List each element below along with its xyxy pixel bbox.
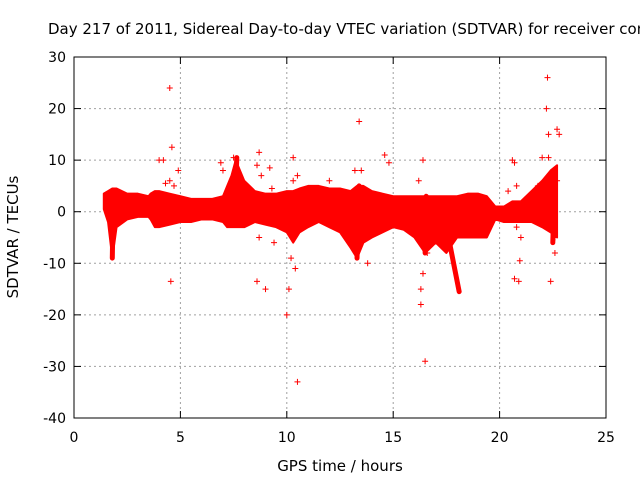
chart-title: Day 217 of 2011, Sidereal Day-to-day VTE… [48, 20, 640, 38]
data-point-marker [268, 185, 275, 192]
data-point-marker [419, 270, 426, 277]
y-tick-label: 30 [48, 50, 66, 66]
data-point-marker [271, 239, 278, 246]
y-tick-label: -40 [43, 411, 66, 427]
data-point-marker [167, 278, 174, 285]
data-point-marker [254, 162, 261, 169]
y-axis-label: SDTVAR / TECUs [4, 175, 22, 298]
data-point-marker [543, 105, 550, 112]
x-tick-label: 25 [597, 430, 615, 446]
data-streak [550, 167, 558, 246]
data-streak [422, 193, 429, 256]
data-point-marker [290, 231, 297, 238]
data-point-marker [230, 154, 237, 161]
data-point-marker [175, 167, 182, 174]
data-point-marker [539, 154, 546, 161]
x-tick-label: 0 [70, 430, 79, 446]
x-tick-label: 5 [176, 430, 185, 446]
data-point-marker [292, 265, 299, 272]
data-point-marker [290, 154, 297, 161]
data-point-marker [522, 198, 529, 205]
data-point-marker [285, 286, 292, 293]
data-point-marker [256, 234, 263, 241]
axis-ticks [73, 56, 607, 419]
plot-frame [73, 56, 607, 419]
x-axis-label: GPS time / hours [277, 457, 403, 475]
data-point-marker [488, 208, 495, 215]
data-streak [109, 188, 116, 261]
data-point-marker [551, 249, 558, 256]
y-tick-label: 10 [48, 153, 66, 169]
data-point-marker [160, 157, 167, 164]
y-tick-label: -30 [43, 359, 66, 375]
data-point-marker [515, 278, 522, 285]
y-tick-label: -10 [43, 256, 66, 272]
data-point-marker [545, 131, 552, 138]
data-point-marker [517, 234, 524, 241]
data-point-marker [544, 74, 551, 81]
data-point-marker [505, 188, 512, 195]
data-band [102, 155, 559, 295]
data-point-marker [511, 275, 518, 282]
x-tick-labels: 0 5 10 15 20 25 [70, 430, 615, 446]
data-point-marker [417, 301, 424, 308]
data-streak [232, 155, 240, 225]
y-tick-label: -20 [43, 308, 66, 324]
data-point-marker [534, 182, 541, 189]
data-point-marker [528, 193, 535, 200]
y-tick-label: 0 [57, 205, 66, 221]
data-point-marker [294, 172, 301, 179]
y-tick-labels: -40 -30 -20 -10 0 10 20 30 [43, 50, 66, 427]
data-point-marker [166, 177, 173, 184]
data-point-marker [266, 164, 273, 171]
data-point-marker [217, 159, 224, 166]
data-point-marker [385, 159, 392, 166]
data-point-marker [545, 154, 552, 161]
data-point-marker [294, 378, 301, 385]
data-point-marker [551, 234, 558, 241]
data-point-marker [381, 151, 388, 158]
data-point-marker [547, 278, 554, 285]
data-point-marker [424, 249, 431, 256]
data-point-marker [358, 167, 365, 174]
data-point-marker [356, 118, 363, 125]
data-streak [354, 183, 362, 261]
data-point-marker [513, 224, 520, 231]
data-point-marker [511, 159, 518, 166]
y-tick-label: 20 [48, 102, 66, 118]
data-point-marker [171, 182, 178, 189]
x-tick-label: 20 [491, 430, 509, 446]
data-point-marker [288, 255, 295, 262]
data-point-marker [166, 84, 173, 91]
data-point-marker [554, 177, 561, 184]
data-point-marker [364, 260, 371, 267]
data-point-marker [516, 257, 523, 264]
data-point-marker [556, 131, 563, 138]
data-point-marker [513, 182, 520, 189]
x-tick-label: 10 [278, 430, 296, 446]
data-point-marker [262, 286, 269, 293]
data-point-marker [290, 177, 297, 184]
data-points [156, 74, 563, 385]
data-point-marker [351, 167, 358, 174]
data-streak [446, 235, 462, 295]
data-point-marker [417, 286, 424, 293]
data-point-marker [162, 180, 169, 187]
data-point-marker [554, 126, 561, 133]
data-point-marker [283, 311, 290, 318]
data-point-marker [258, 172, 265, 179]
data-point-marker [256, 149, 263, 156]
data-point-marker [326, 177, 333, 184]
data-point-marker [415, 177, 422, 184]
data-point-marker [422, 358, 429, 365]
data-point-marker [419, 157, 426, 164]
data-point-marker [219, 167, 226, 174]
x-tick-label: 15 [384, 430, 402, 446]
data-point-marker [168, 144, 175, 151]
data-point-marker [254, 278, 261, 285]
